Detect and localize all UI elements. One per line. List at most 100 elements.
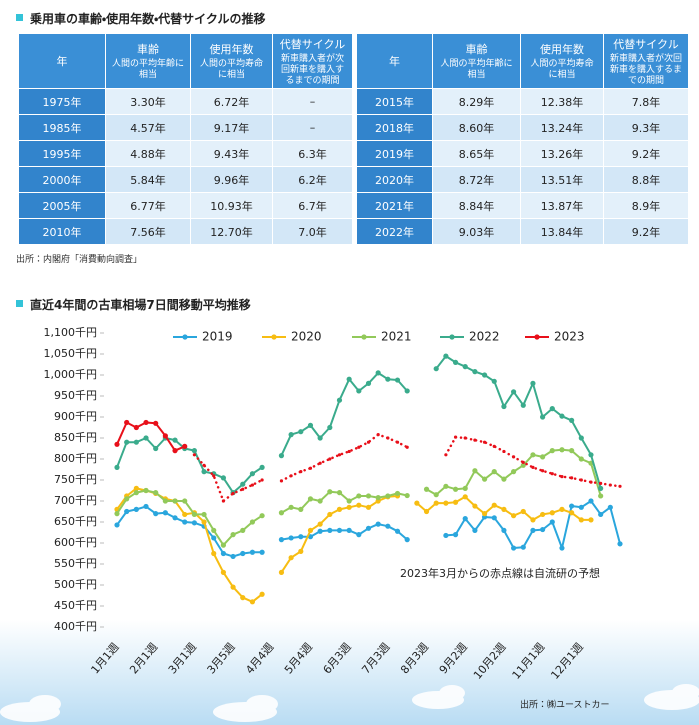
series-marker (540, 526, 546, 533)
header-note: 人間の平均寿命に相当 (199, 59, 263, 80)
projected-marker (405, 445, 409, 449)
gap (352, 88, 357, 115)
series-marker (462, 485, 468, 491)
projected-marker (463, 436, 467, 440)
data-cell: 9.2年 (603, 140, 689, 167)
legend-marker (361, 334, 367, 340)
header-note: 人間の平均年齢に相当 (440, 59, 513, 80)
data-cell: 13.87年 (520, 192, 604, 219)
series-marker (510, 469, 517, 475)
series-marker (540, 414, 546, 420)
projected-line (193, 433, 622, 503)
series-marker (249, 471, 256, 477)
table-row: 1975年 3.30年 6.72年 –2015年 8.29年 12.38年 7.8年 (18, 88, 689, 115)
series-marker (278, 453, 285, 459)
series-marker (298, 534, 304, 540)
series-marker (249, 599, 256, 605)
header-label: 年 (56, 55, 68, 68)
series-marker (240, 595, 246, 601)
series-marker (336, 490, 343, 496)
y-tick-label: 1,000千円 (44, 368, 98, 381)
series-marker (336, 527, 343, 534)
series-marker (510, 513, 517, 519)
annotation: 2023年3月からの赤点線は自流研の予想 (400, 566, 600, 580)
series-marker (211, 550, 217, 557)
series-marker (481, 510, 488, 517)
y-tick-label: 400千円 (54, 620, 97, 633)
data-cell: 6.3年 (272, 140, 353, 167)
data-cell: 4.88年 (105, 140, 191, 167)
series-marker (520, 544, 526, 550)
series-marker (598, 511, 604, 518)
header-note: 新車購入者が次回新車を購入するまでの期間 (280, 53, 344, 86)
projected-marker (212, 474, 216, 478)
series-line (116, 421, 186, 452)
series-marker (114, 510, 120, 517)
y-tick-label: 1,050千円 (44, 347, 98, 360)
series-marker (385, 493, 391, 499)
header-label: 使用年数 (209, 43, 254, 56)
data-cell: 5.84年 (105, 166, 191, 193)
data-cell: 7.56年 (105, 218, 191, 245)
series-marker (336, 397, 343, 403)
chart-source: 出所：㈱ユーストカー (520, 699, 610, 711)
header-label: 使用年数 (540, 43, 584, 56)
y-tick-label: 850千円 (54, 431, 97, 444)
table-row: 1995年 4.88年 9.43年 6.3年 2019年 8.65年 13.26年 9.2年 (18, 140, 689, 167)
series-marker (133, 506, 139, 512)
series-marker (124, 419, 130, 426)
chart-title: 直近4年間の古車相場7日間移動平均推移 (30, 298, 251, 312)
series-marker (191, 511, 197, 518)
projected-marker (337, 453, 342, 457)
series-marker (143, 487, 149, 494)
series-marker (201, 519, 207, 525)
legend-label: 2019 (202, 330, 233, 344)
projected-marker (531, 465, 535, 469)
series-marker (481, 372, 488, 378)
projected-marker (308, 466, 313, 470)
series-marker (433, 500, 439, 506)
series-marker (404, 492, 410, 499)
series-marker (336, 506, 343, 512)
series-marker (240, 550, 246, 557)
y-tick-label: 800千円 (54, 452, 97, 465)
gap (352, 114, 357, 141)
series-marker (501, 403, 507, 410)
series-marker (394, 377, 401, 383)
series-marker (559, 447, 565, 453)
series-marker (423, 508, 430, 515)
series-marker (182, 511, 188, 518)
series-marker (559, 413, 565, 419)
series-marker (172, 437, 178, 443)
header-label: 車齢 (465, 43, 488, 56)
year-cell: 2015年 (356, 88, 433, 115)
y-tick-label: 450千円 (54, 599, 97, 612)
legend-label: 2023 (554, 330, 585, 344)
gap (352, 140, 357, 167)
series-marker (578, 517, 584, 523)
projected-marker (453, 435, 458, 439)
series-marker (230, 584, 236, 590)
series-marker (124, 496, 130, 502)
table-row: 2005年 6.77年 10.93年 6.7年 2021年 8.84年 13.87年 8.9年 (18, 192, 689, 219)
projected-marker (289, 474, 293, 478)
series-marker (607, 504, 613, 510)
series-marker (520, 508, 526, 515)
vehicle-age-table: 年車齢 人間の平均年齢に相当 使用年数 人間の平均寿命に相当 代替サイクル 新車購入者が次… (18, 33, 689, 245)
series-marker (443, 500, 449, 506)
title-icon (16, 300, 23, 307)
header-note: 新車購入者が次回新車を購入するまでの期間 (610, 53, 683, 86)
year-cell: 1995年 (18, 140, 106, 167)
column-header: 年 (356, 33, 433, 89)
projected-marker (608, 483, 612, 487)
series-marker (443, 353, 449, 359)
series-marker (230, 532, 236, 538)
y-tick-label: 600千円 (54, 536, 97, 549)
series-marker (588, 452, 594, 458)
series-marker (220, 550, 227, 557)
series-marker (356, 388, 362, 394)
series-marker (356, 502, 362, 508)
y-tick-label: 950千円 (54, 389, 97, 402)
series-marker (481, 476, 488, 482)
